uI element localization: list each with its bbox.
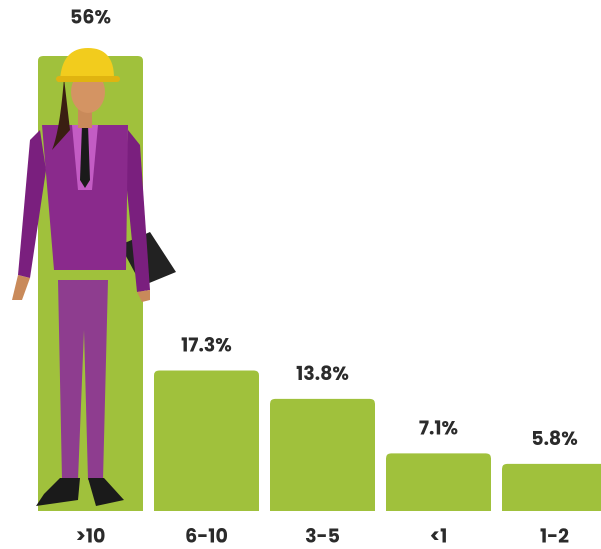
value-label: 56% [70,3,111,30]
jacket [42,125,128,270]
value-label: 13.8% [296,360,349,387]
category-label: 1-2 [540,522,569,549]
shoe [36,478,80,506]
bar [502,463,601,511]
category-label: 6-10 [185,522,228,549]
value-label: 5.8% [531,425,578,452]
hair [52,78,70,150]
bar [270,398,375,511]
bar [154,370,259,511]
helmet-brim [56,76,120,82]
trousers [58,280,108,480]
hand [137,290,150,302]
neck [78,108,92,128]
hand [12,275,30,300]
arm [18,130,46,278]
value-label: 7.1% [419,415,458,442]
category-label: 3-5 [305,522,340,549]
arm [126,130,150,292]
category-label: <1 [430,522,448,549]
bars [38,56,601,511]
category-label: >10 [76,522,106,549]
illustration [12,48,176,506]
bar [386,453,491,511]
shoe [88,478,124,506]
value-label: 17.3% [181,332,232,359]
helmet [58,48,118,82]
tie [80,125,90,188]
labels: 56% >10 17.3% 6-10 13.8% 3-5 7.1% <1 5.8% 1-2 [70,3,578,549]
